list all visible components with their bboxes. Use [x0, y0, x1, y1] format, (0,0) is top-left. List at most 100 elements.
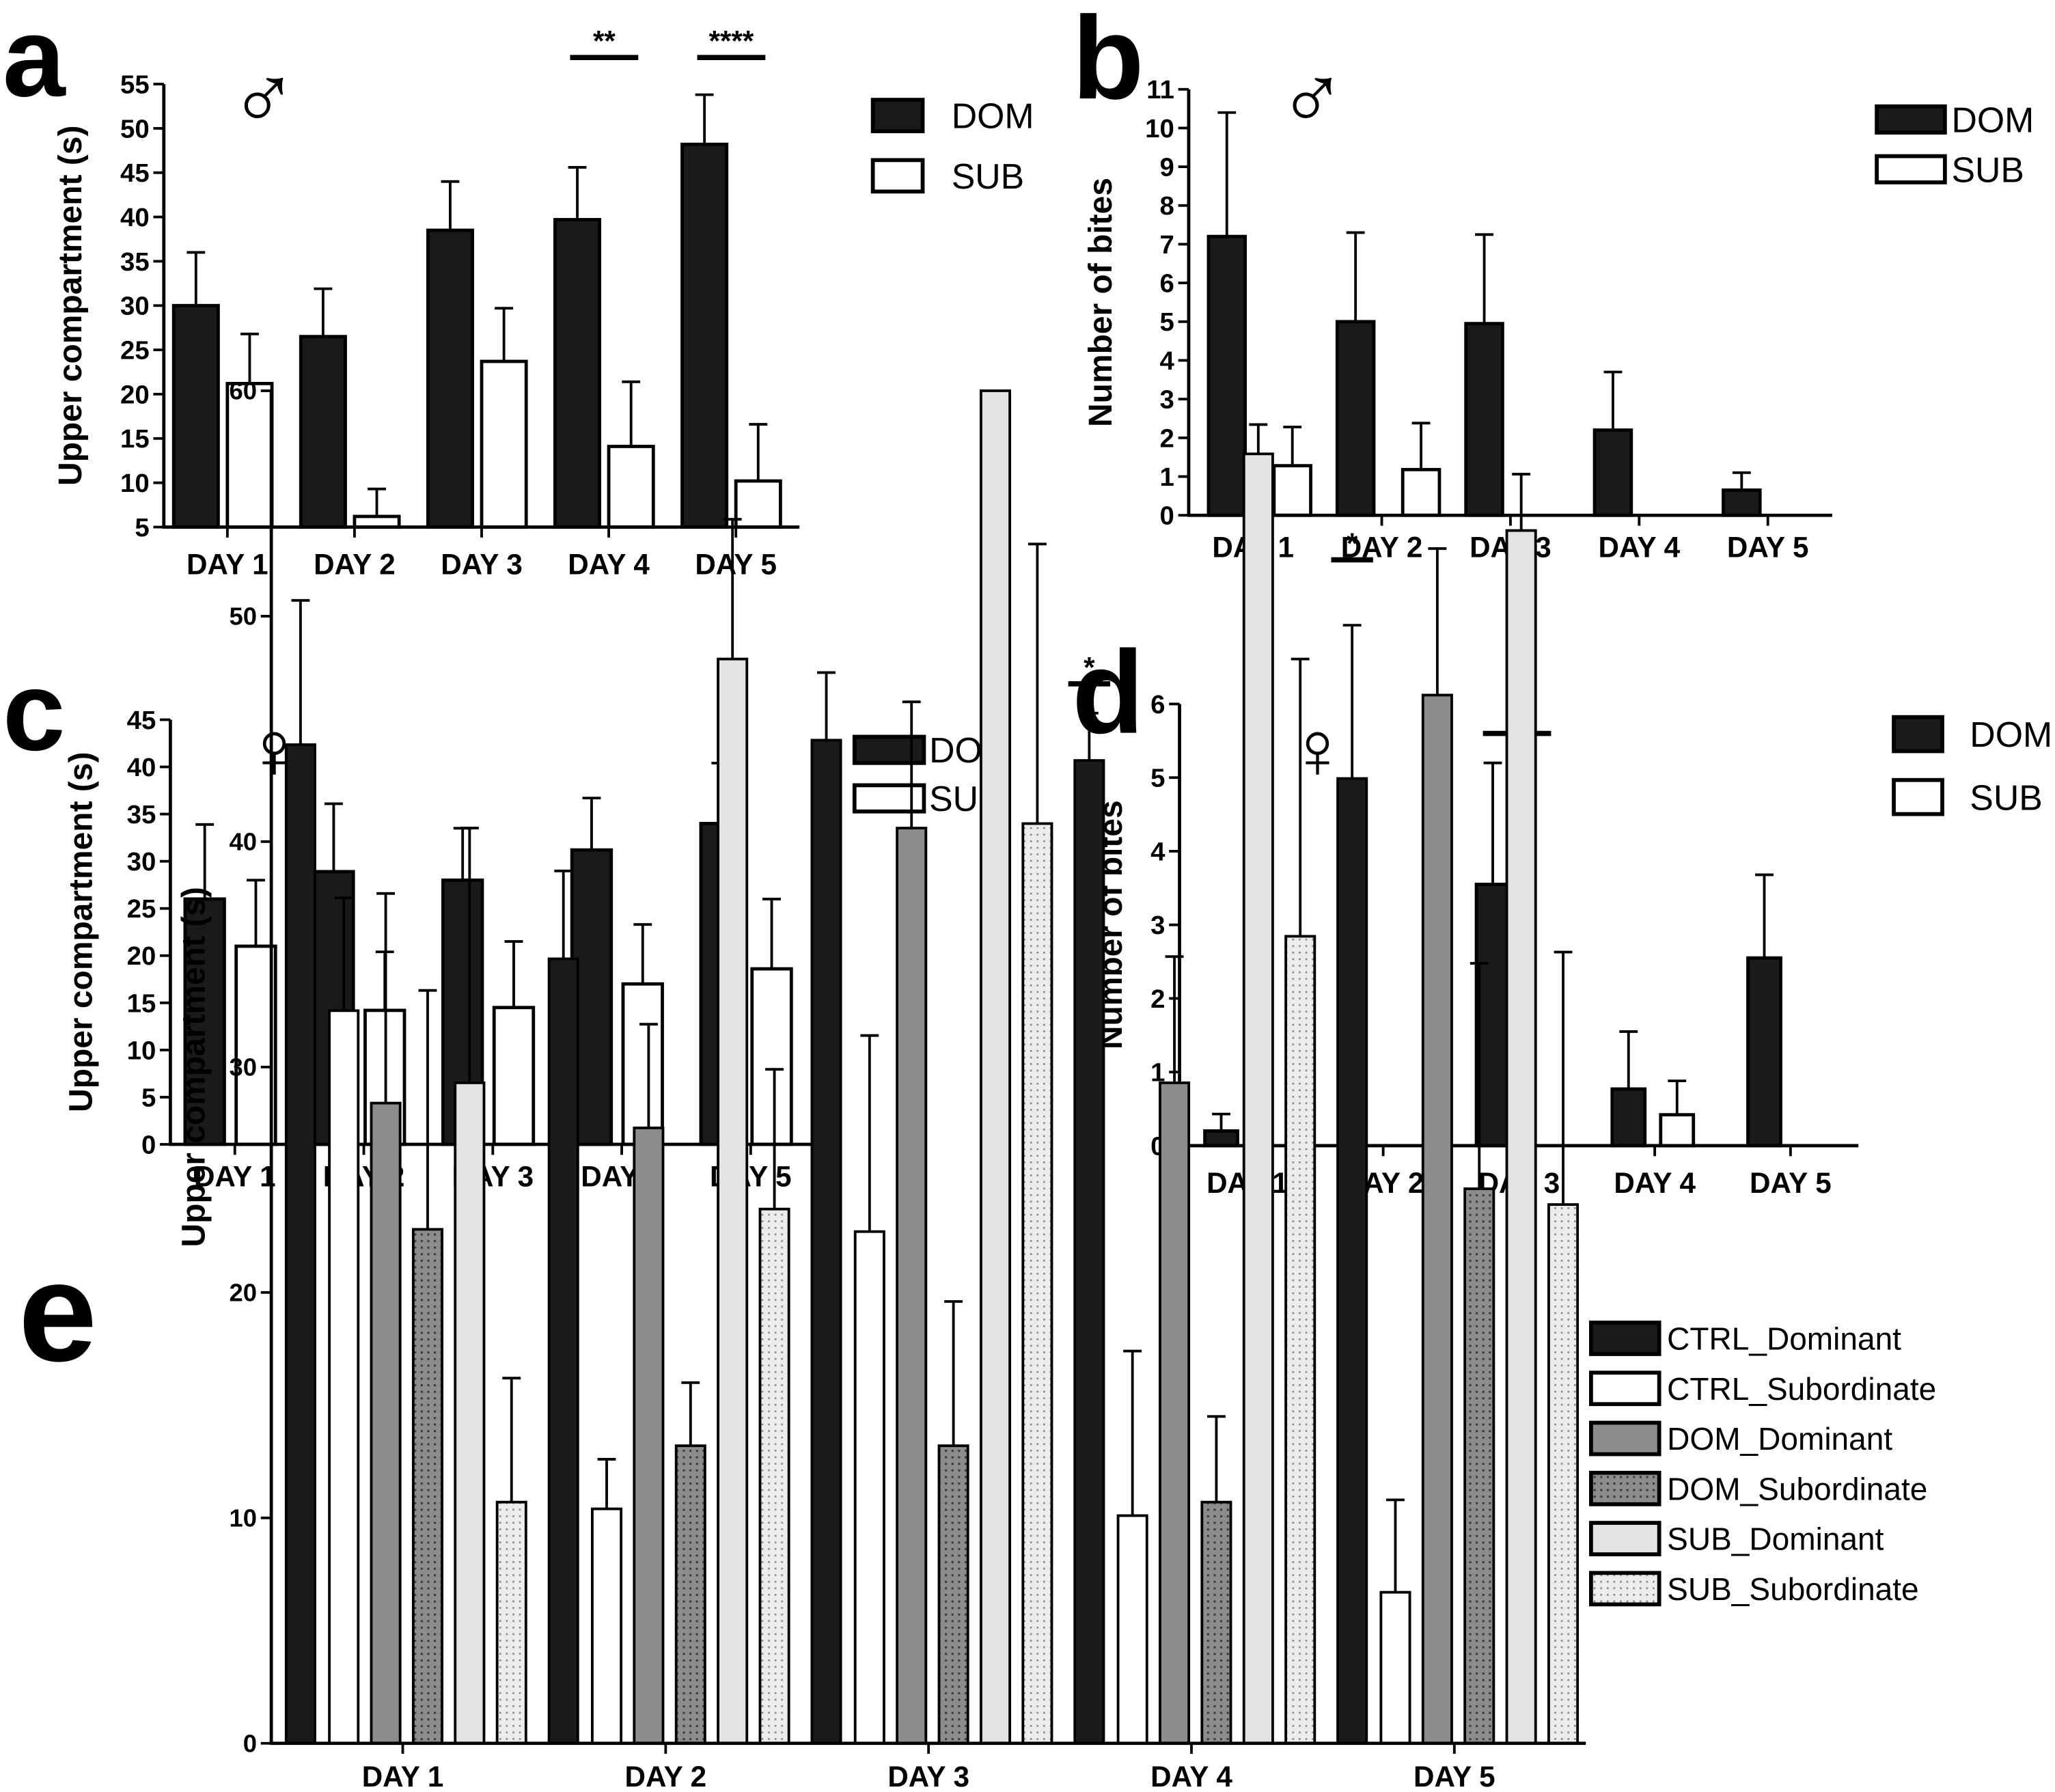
- y-tick-label: 20: [127, 941, 156, 971]
- x-tick-label: DAY 3: [441, 549, 523, 581]
- legend-label: DOM: [1951, 100, 2034, 140]
- x-tick-label: DAY 2: [314, 549, 396, 581]
- legend-label: DOM_Dominant: [1667, 1421, 1892, 1457]
- sex-symbol: ♂: [230, 46, 299, 149]
- bar: [937, 1444, 969, 1745]
- y-tick-label: 10: [120, 469, 150, 498]
- y-tick-label: 60: [229, 377, 257, 405]
- y-tick-label: 45: [127, 706, 156, 735]
- x-tick-label: DAY 4: [568, 549, 650, 581]
- legend-swatch: [870, 98, 925, 134]
- bar: [1021, 822, 1053, 1745]
- legend-swatch: [1875, 104, 1947, 135]
- legend-label: DOM: [1970, 715, 2052, 754]
- bar: [810, 739, 842, 1745]
- bar: [1659, 1113, 1696, 1148]
- legend-label: CTRL_Dominant: [1667, 1321, 1901, 1357]
- y-tick-label: 2: [1160, 424, 1174, 453]
- bar: [1242, 452, 1274, 1745]
- y-tick-label: 5: [1160, 307, 1174, 337]
- bar: [492, 1006, 536, 1146]
- bar: [370, 1101, 402, 1745]
- x-tick-label: DAY 1: [362, 1761, 444, 1792]
- y-tick-label: 6: [1160, 269, 1174, 299]
- bar: [979, 389, 1012, 1745]
- significance-label: *: [1347, 527, 1358, 560]
- bar: [750, 967, 793, 1146]
- bar: [183, 897, 226, 1146]
- y-tick-label: 0: [243, 1729, 257, 1757]
- bar: [680, 142, 729, 529]
- panel-letter: c: [3, 648, 66, 774]
- x-tick-label: DAY 5: [1727, 532, 1809, 564]
- y-tick-label: 25: [127, 894, 156, 924]
- legend-swatch: [1589, 1370, 1661, 1407]
- y-tick-label: 40: [229, 828, 257, 856]
- legend-swatch: [1589, 1321, 1661, 1356]
- x-tick-label: DAY 1: [187, 549, 268, 581]
- legend-label: SUB_Subordinate: [1667, 1571, 1919, 1607]
- x-tick-label: DAY 5: [695, 549, 777, 581]
- bar: [674, 1444, 706, 1745]
- bar: [1722, 488, 1762, 517]
- legend-swatch: [1589, 1420, 1661, 1457]
- y-tick-label: 10: [229, 1504, 257, 1532]
- bar: [1336, 777, 1368, 1745]
- y-tick-label: 5: [135, 513, 149, 542]
- bar: [171, 303, 220, 529]
- y-axis-label: Upper compartment (s): [53, 126, 89, 486]
- legend-swatch: [1589, 1470, 1661, 1506]
- bar: [1463, 1187, 1495, 1745]
- y-tick-label: 15: [127, 989, 156, 1018]
- bar: [225, 381, 274, 529]
- bar: [411, 1228, 443, 1745]
- y-axis-label: Number of bites: [1083, 178, 1119, 427]
- bar: [1272, 464, 1312, 517]
- y-tick-label: 1: [1160, 463, 1174, 492]
- bar: [1116, 1514, 1148, 1745]
- bar: [1379, 1590, 1411, 1745]
- sex-symbol: ♂: [1278, 46, 1347, 149]
- panel-letter: b: [1072, 0, 1144, 124]
- y-tick-label: 40: [120, 203, 150, 232]
- panel-letter: a: [3, 0, 66, 120]
- significance-label: **: [593, 25, 616, 57]
- y-tick-label: 5: [141, 1083, 156, 1112]
- y-tick-label: 45: [120, 158, 150, 188]
- bar: [607, 445, 655, 529]
- bar: [621, 982, 664, 1146]
- y-tick-label: 25: [120, 336, 150, 366]
- bar: [328, 1009, 360, 1745]
- y-tick-label: 50: [120, 114, 150, 143]
- bar: [1335, 320, 1376, 517]
- x-tick-label: DAY 2: [625, 1761, 707, 1792]
- legend-swatch: [1892, 777, 1944, 816]
- legend-label: DOM_Subordinate: [1667, 1471, 1927, 1506]
- bar: [284, 743, 316, 1745]
- bar: [1401, 467, 1442, 517]
- y-tick-label: 10: [127, 1036, 156, 1065]
- bar: [717, 657, 749, 1745]
- bar: [1464, 322, 1504, 517]
- legend-swatch: [852, 783, 926, 814]
- y-tick-label: 10: [1145, 114, 1174, 143]
- y-tick-label: 15: [120, 424, 150, 454]
- bar: [1610, 1087, 1647, 1148]
- bar: [426, 228, 474, 529]
- x-tick-label: DAY 4: [1150, 1761, 1232, 1792]
- legend-swatch: [1589, 1521, 1661, 1556]
- y-tick-label: 2: [1150, 984, 1165, 1014]
- legend-label: SUB: [952, 156, 1024, 196]
- y-axis-label: Upper compartment (s): [176, 887, 212, 1247]
- bar: [633, 1127, 665, 1745]
- bar: [1592, 428, 1633, 517]
- legend-swatch: [852, 734, 926, 765]
- legend-label: CTRL_Subordinate: [1667, 1371, 1936, 1407]
- legend-swatch: [1875, 154, 1947, 184]
- bar: [1159, 1081, 1191, 1745]
- panel-a: a ♂ 5 10 15 20 25 30 35 40 45 50 55 Upper compartment…: [3, 0, 1034, 581]
- y-tick-label: 7: [1160, 230, 1174, 260]
